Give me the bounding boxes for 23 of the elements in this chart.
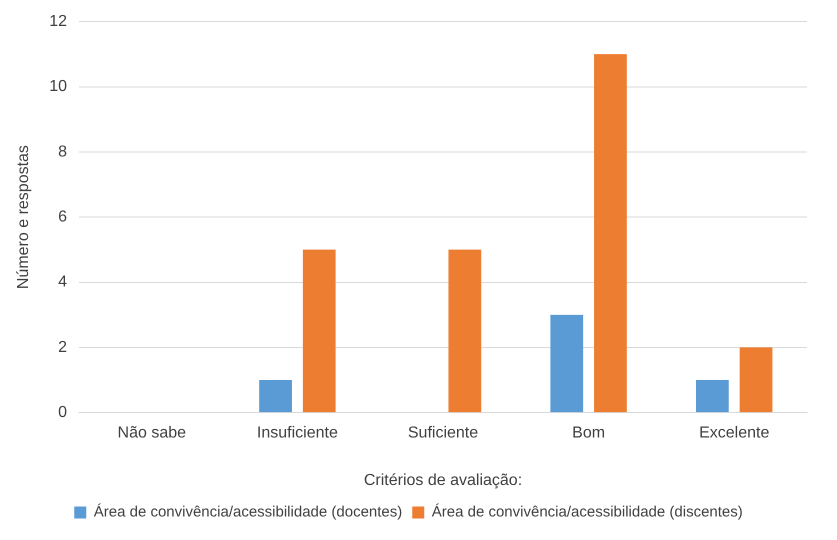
x-axis-title: Critérios de avaliação:	[364, 472, 522, 489]
y-tick-label: 12	[49, 13, 68, 30]
bar	[696, 380, 729, 412]
y-tick-label: 4	[58, 274, 68, 291]
x-tick-label: Não sabe	[118, 424, 186, 442]
y-tick-label: 0	[58, 404, 68, 422]
y-tick-label: 8	[58, 143, 68, 160]
y-tick-label: 10	[49, 78, 68, 96]
bar	[448, 250, 482, 412]
y-axis-title: Número e respostas	[15, 145, 32, 290]
bar	[550, 314, 584, 412]
y-tick-label: 2	[58, 338, 68, 356]
x-tick-label: Suficiente	[408, 424, 478, 442]
bar	[740, 347, 772, 412]
bar	[259, 380, 292, 412]
bar	[302, 250, 336, 412]
bar	[594, 54, 627, 412]
legend-label: Área de convivência/acessibilidade (docentes)	[94, 502, 402, 521]
x-tick-label: Insuficiente	[256, 424, 338, 442]
x-tick-label: Excelente	[699, 424, 770, 442]
y-tick-label: 6	[58, 208, 68, 226]
x-tick-label: Bom	[572, 424, 606, 442]
legend-label: Área de convivência/acessibilidade (discentes)	[432, 502, 743, 521]
